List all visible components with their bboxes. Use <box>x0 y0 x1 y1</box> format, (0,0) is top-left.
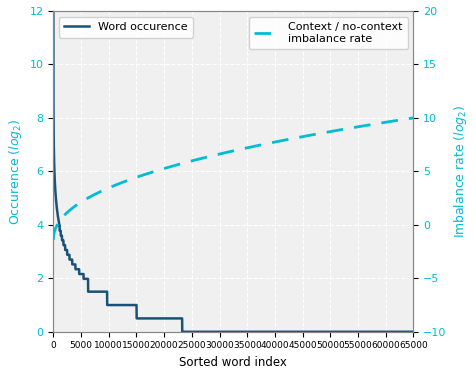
X-axis label: Sorted word index: Sorted word index <box>179 356 288 369</box>
Line: Word occurence: Word occurence <box>53 11 413 332</box>
Word occurence <box>50 9 56 13</box>
Word occurence <box>65 253 71 257</box>
Y-axis label: Occurence ($log_2$): Occurence ($log_2$) <box>7 118 24 224</box>
Y-axis label: Imbalance rate ($log_2$): Imbalance rate ($log_2$) <box>452 105 469 238</box>
Word occurence <box>121 303 127 307</box>
Word occurence <box>179 329 185 334</box>
Word occurence <box>391 329 397 334</box>
Word occurence <box>52 182 58 187</box>
Word occurence <box>410 329 416 334</box>
Word occurence <box>72 262 78 267</box>
Legend: Context / no-context
imbalance rate: Context / no-context imbalance rate <box>249 17 408 49</box>
Word occurence <box>227 329 232 334</box>
